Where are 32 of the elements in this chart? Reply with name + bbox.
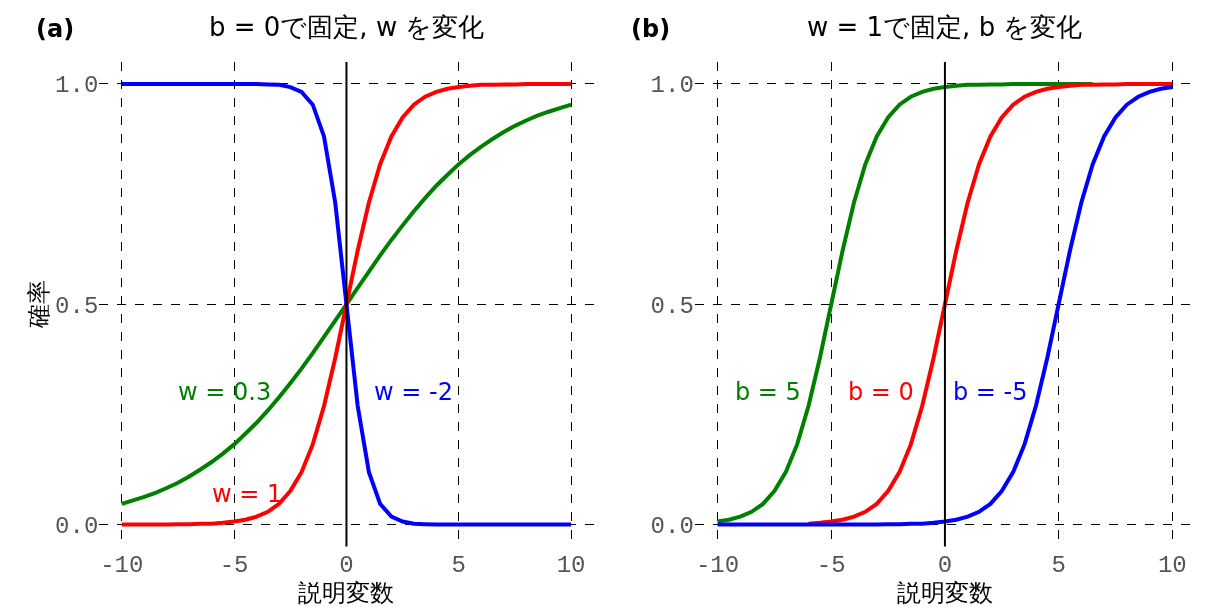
x-tick-label: 0 [937,551,953,579]
line-series [806,81,1175,526]
text: (b) [631,15,671,43]
y-tick-label: 0.0 [55,512,99,540]
series-label: b = 5 [735,378,801,406]
chart-title: w = 1で固定, b を変化 [807,12,1083,42]
series-label: b = 0 [848,378,914,406]
y-tick-label: 0.5 [650,292,694,320]
x-tick-label: 0 [339,551,354,579]
x-tick-label: 10 [556,551,586,579]
chart-title: b = 0で固定, w を変化 [209,12,485,42]
x-axis-title: 説明変数 [298,578,395,607]
text: (a) [36,15,75,43]
x-tick-label: -5 [219,551,249,579]
x-tick-label: -10 [100,551,144,579]
x-tick-label: 5 [451,551,466,579]
y-axis-title: 確率 [25,280,54,330]
x-tick-label: 5 [1051,551,1066,579]
series-label: w = 0.3 [178,378,272,406]
x-axis-title: 説明変数 [896,578,993,607]
y-tick-label: 1.0 [650,72,694,100]
x-tick-label: -5 [816,551,846,579]
x-tick-label: 10 [1157,551,1187,579]
line-series [715,85,1175,527]
y-tick-label: 1.0 [55,72,99,100]
series-label: b = -5 [953,378,1028,406]
series-label: w = 1 [212,480,283,508]
series-label: w = -2 [374,378,453,406]
x-tick-label: -10 [695,551,740,579]
y-tick-label: 0.0 [650,512,694,540]
line-series [715,81,1095,524]
y-tick-label: 0.5 [55,292,99,320]
